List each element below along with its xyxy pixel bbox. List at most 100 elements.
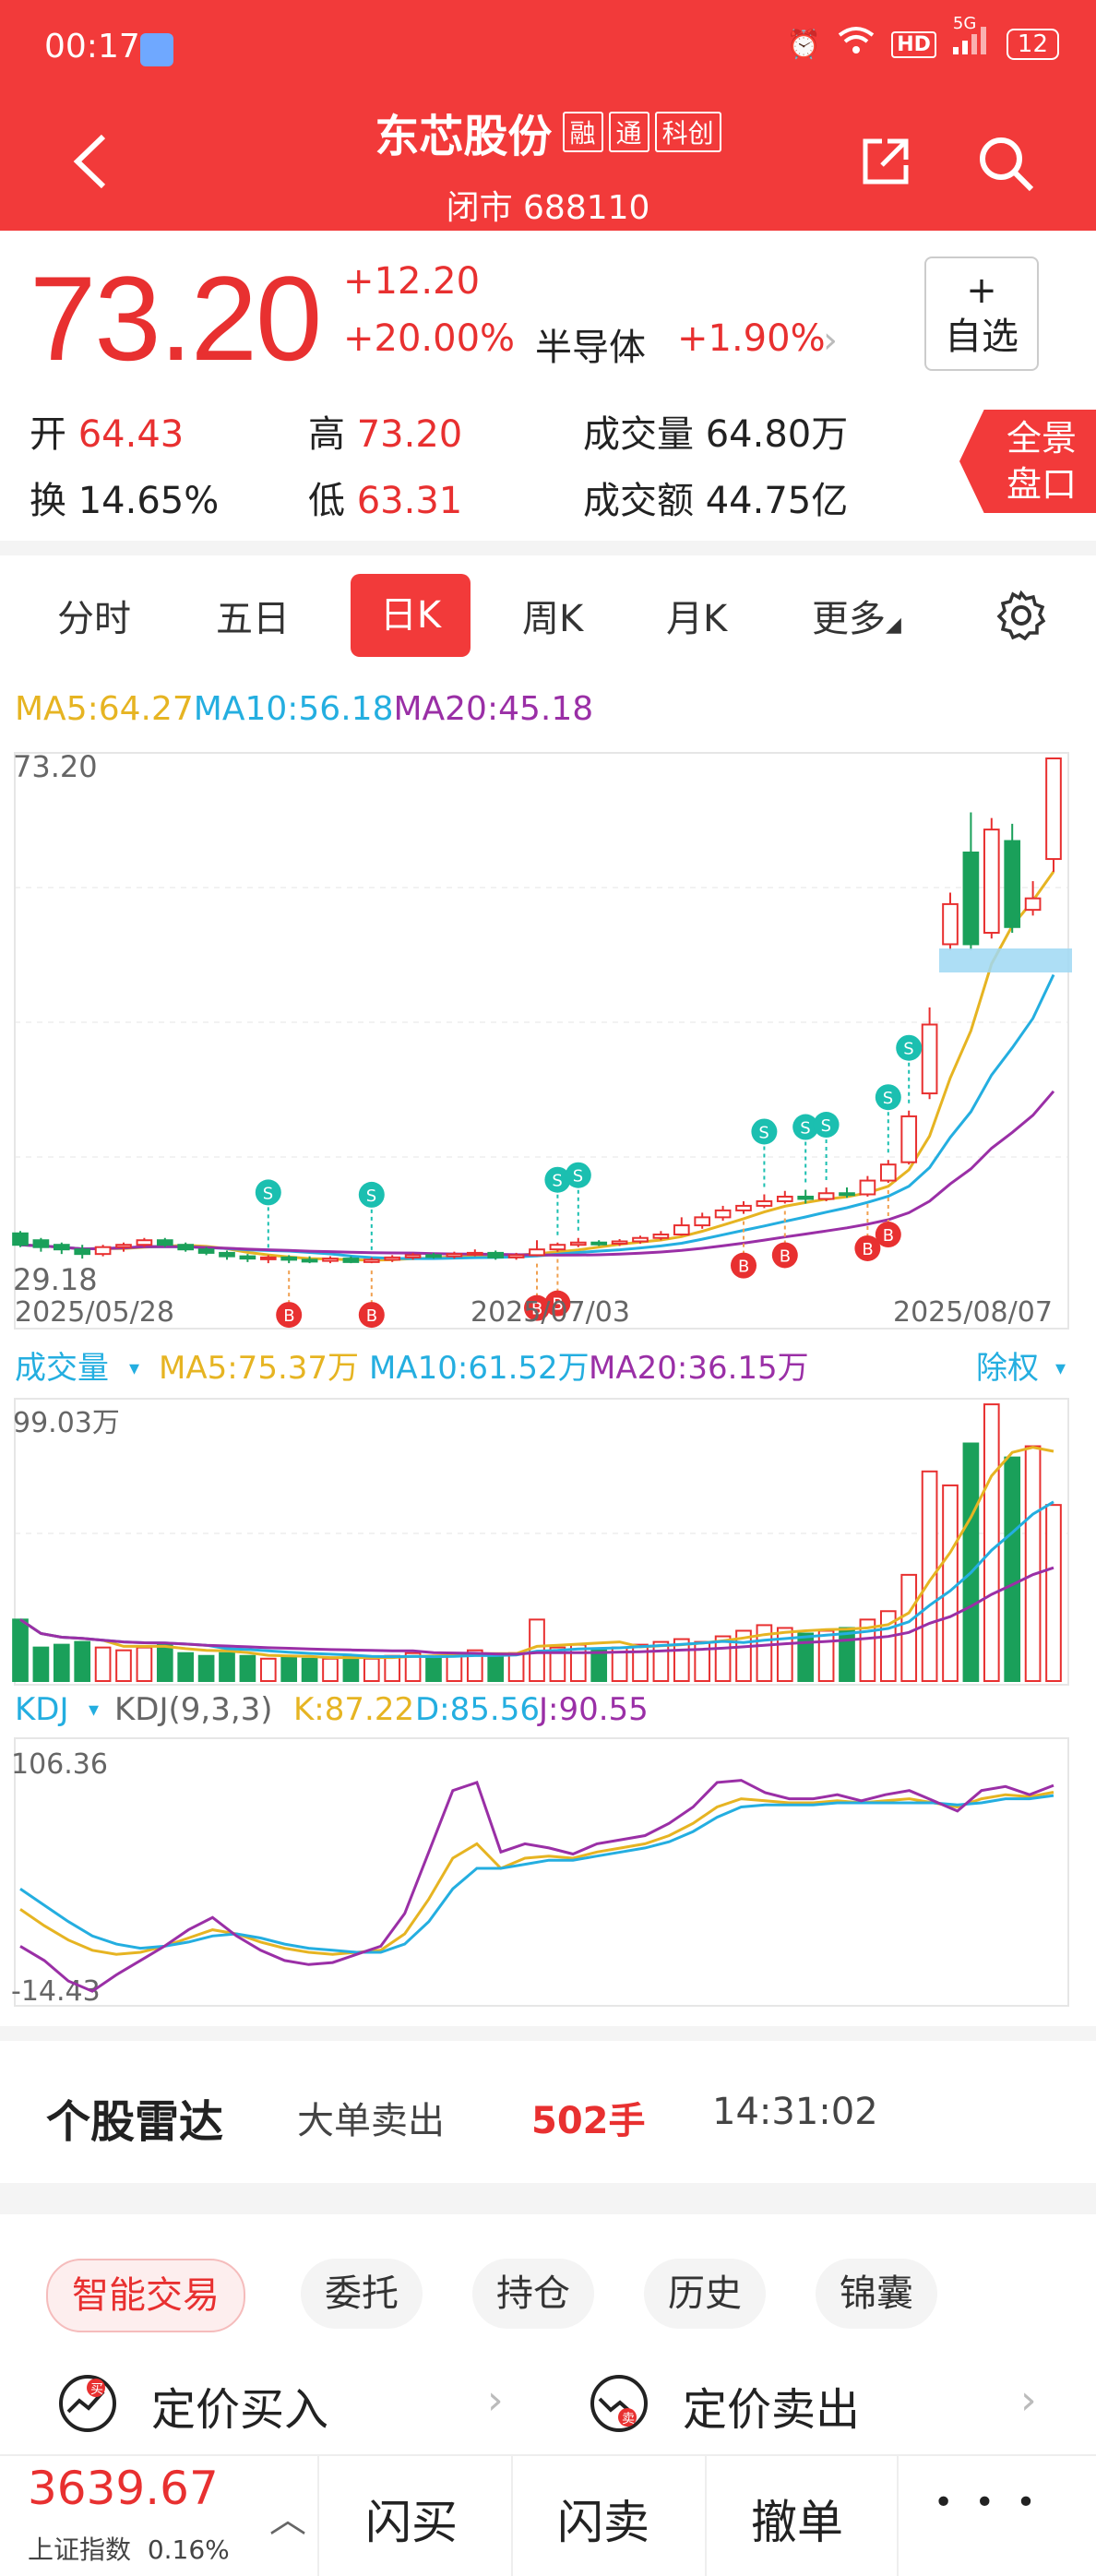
- candle: [529, 1248, 545, 1257]
- candle: [879, 1163, 897, 1182]
- buy-signal-label: B: [883, 1226, 894, 1246]
- wifi-icon: [838, 26, 875, 63]
- kdj-title[interactable]: KDJ: [15, 1691, 69, 1728]
- date-label-end: 2025/08/07: [893, 1296, 1053, 1329]
- volume-bar: [74, 1640, 91, 1683]
- volume-bar: [342, 1654, 360, 1682]
- battery-icon: 12: [1006, 29, 1059, 60]
- cancel-order-button[interactable]: 撤单: [751, 2496, 843, 2549]
- candle: [446, 1253, 463, 1258]
- limit-sell-label: 定价卖出: [683, 2384, 861, 2436]
- candle: [694, 1216, 711, 1227]
- tab-monthly-k[interactable]: 月K: [666, 598, 728, 640]
- tab-five-day[interactable]: 五日: [216, 598, 290, 640]
- candle: [1024, 897, 1042, 912]
- price-change: +12.20: [343, 260, 481, 303]
- candle: [219, 1251, 235, 1258]
- kdj-j-line: [19, 1779, 1054, 1993]
- share-icon[interactable]: [858, 134, 913, 189]
- volume-bar: [797, 1632, 815, 1682]
- add-watchlist-button[interactable]: + 自选: [924, 256, 1039, 371]
- volume-bar: [817, 1629, 835, 1682]
- limit-sell-button[interactable]: 卖 定价卖出 ›: [587, 2367, 1066, 2441]
- sell-signal-marker: [792, 1114, 819, 1140]
- dropdown-icon: ▾: [89, 1699, 99, 1722]
- search-icon[interactable]: [976, 134, 1036, 194]
- title-line: 东芯股份 融通科创: [0, 100, 1096, 164]
- volume-bar: [962, 1442, 980, 1682]
- candle: [817, 1192, 835, 1200]
- flash-sell-button[interactable]: 闪卖: [557, 2496, 649, 2549]
- tab-orders[interactable]: 委托: [301, 2259, 423, 2329]
- sell-signal-marker: [565, 1162, 591, 1188]
- sector-name[interactable]: 半导体: [535, 327, 646, 369]
- candle: [342, 1258, 360, 1263]
- buy-signal-marker: [524, 1294, 550, 1321]
- candle: [115, 1244, 132, 1248]
- candle: [12, 1232, 29, 1246]
- date-label-mid: 2025/07/03: [471, 1296, 630, 1329]
- volume-bar: [590, 1649, 608, 1682]
- candle: [921, 1023, 938, 1095]
- candle: [942, 902, 959, 946]
- index-value[interactable]: 3639.67: [28, 2462, 219, 2515]
- divider: [317, 2456, 319, 2576]
- chevron-right-icon[interactable]: ›: [823, 319, 838, 362]
- sector-change[interactable]: +1.90%: [677, 317, 826, 360]
- sell-signal-label: S: [800, 1119, 810, 1139]
- tab-smart-trade[interactable]: 智能交易: [46, 2259, 245, 2332]
- volume-title[interactable]: 成交量: [15, 1350, 109, 1387]
- buy-signal-label: B: [780, 1246, 791, 1266]
- candle: [569, 1241, 587, 1246]
- volume-bar: [259, 1657, 277, 1682]
- tab-weekly-k[interactable]: 周K: [522, 598, 584, 640]
- flash-buy-button[interactable]: 闪买: [365, 2496, 458, 2549]
- sell-signal-label: S: [883, 1089, 893, 1108]
- chevron-up-icon[interactable]: ︿: [269, 2498, 306, 2541]
- candle: [259, 1256, 277, 1260]
- sell-signal-label: S: [758, 1123, 768, 1142]
- candle: [1004, 840, 1021, 928]
- adjust-toggle[interactable]: 除权: [976, 1350, 1039, 1387]
- candle: [425, 1254, 442, 1258]
- divider: [0, 541, 1096, 555]
- kdj-d-line: [19, 1794, 1054, 1954]
- volume-bar: [384, 1654, 401, 1682]
- tab-tips[interactable]: 锦囊: [816, 2259, 937, 2329]
- tab-daily-k[interactable]: 日K: [351, 574, 471, 657]
- back-button[interactable]: [65, 129, 120, 194]
- more-options-button[interactable]: • • •: [934, 2484, 1042, 2522]
- tab-history[interactable]: 历史: [644, 2259, 766, 2329]
- candle: [136, 1239, 153, 1246]
- candle: [962, 851, 980, 946]
- volume-bar: [983, 1403, 1000, 1682]
- notification-icon: [140, 33, 173, 66]
- candle: [404, 1254, 422, 1258]
- volume-bar: [197, 1654, 215, 1682]
- candle: [280, 1256, 298, 1261]
- radar-title: 个股雷达: [46, 2096, 224, 2148]
- tab-positions[interactable]: 持仓: [472, 2259, 594, 2329]
- volume-bar: [280, 1654, 298, 1682]
- candle: [549, 1244, 566, 1251]
- candle: [735, 1204, 752, 1211]
- volume-bar: [301, 1657, 318, 1682]
- alarm-icon: ⏰: [786, 28, 822, 61]
- tab-more[interactable]: 更多◢: [812, 598, 901, 640]
- tab-intraday[interactable]: 分时: [57, 598, 131, 640]
- sell-signal-marker: [255, 1179, 281, 1206]
- candle: [301, 1258, 318, 1263]
- index-name[interactable]: 上证指数 0.16%: [28, 2534, 230, 2565]
- volume-bar: [322, 1657, 339, 1682]
- gear-icon[interactable]: [996, 590, 1046, 641]
- stock-radar[interactable]: 个股雷达 大单卖出 502手 14:31:02: [0, 2039, 1096, 2177]
- stat-high: 高 73.20: [308, 413, 463, 456]
- divider: [897, 2456, 899, 2576]
- limit-buy-button[interactable]: 买 定价买入 ›: [55, 2367, 572, 2441]
- kline-y-top: 73.20: [13, 749, 98, 784]
- volume-bar: [219, 1652, 235, 1683]
- candle: [983, 829, 1000, 934]
- full-orderbook-button[interactable]: 全景 盘口: [959, 410, 1096, 513]
- candle: [673, 1224, 690, 1236]
